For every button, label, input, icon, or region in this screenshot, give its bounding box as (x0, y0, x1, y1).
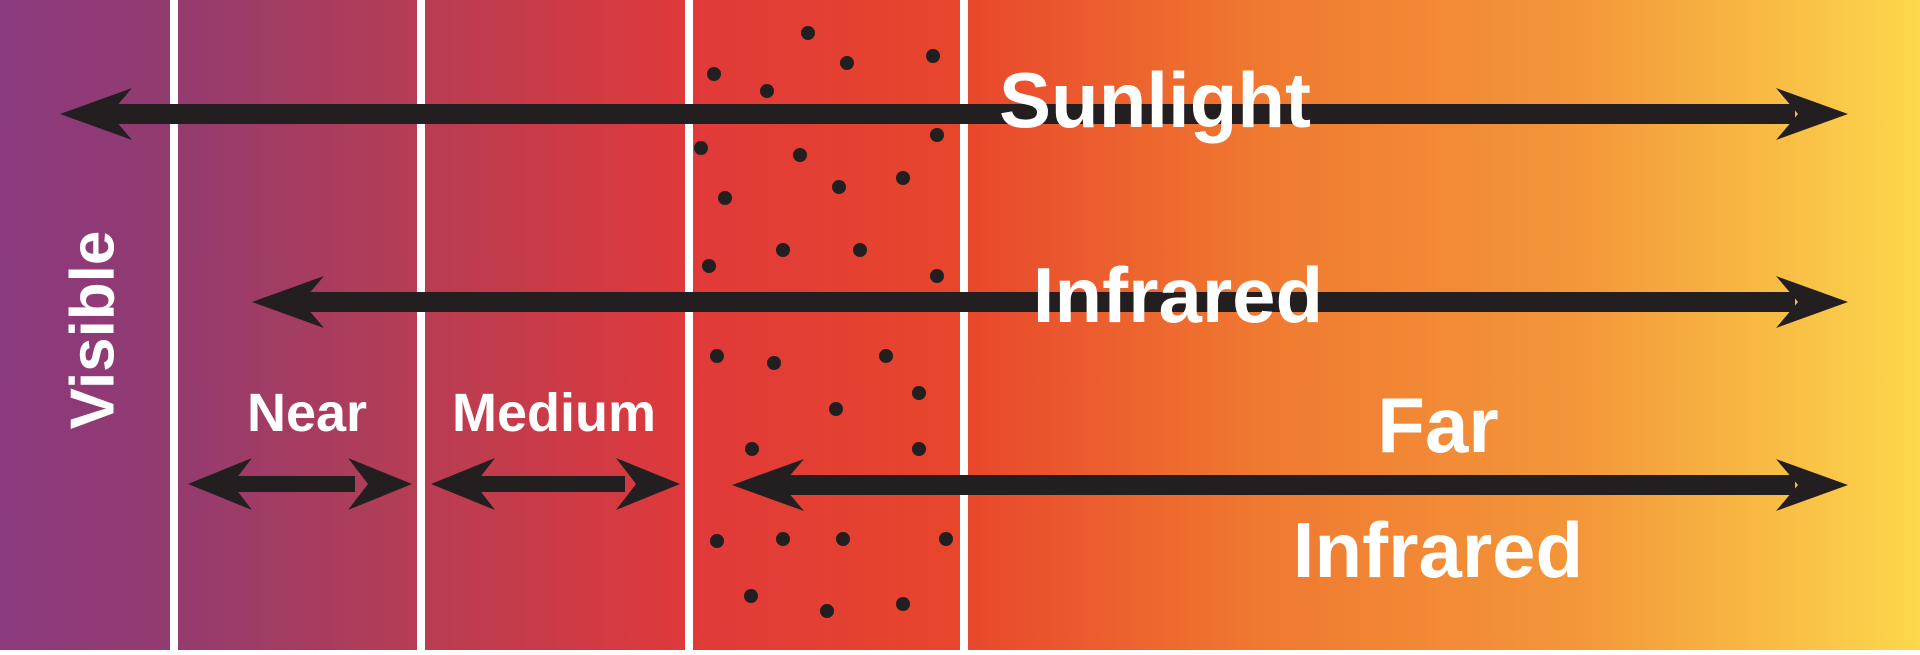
band-dividers (170, 0, 968, 650)
dot (702, 259, 716, 273)
divider-absorption-far (960, 0, 968, 650)
dot (840, 56, 854, 70)
dot (930, 128, 944, 142)
dot (745, 442, 759, 456)
dot (926, 49, 940, 63)
medium-label: Medium (452, 383, 656, 443)
far-infrared-label: Infrared (1293, 506, 1583, 594)
infrared-label: Infrared (1033, 251, 1323, 339)
band-labels: Visible Sunlight Infrared Near Medium Fa… (58, 56, 1583, 594)
dot (718, 191, 732, 205)
dot (832, 180, 846, 194)
dot (710, 349, 724, 363)
dot (776, 243, 790, 257)
dot (767, 356, 781, 370)
divider-near-medium (417, 0, 425, 650)
sunlight-arrow (60, 88, 1848, 140)
dot (744, 589, 758, 603)
far-label: Far (1377, 381, 1498, 469)
divider-visible-near (170, 0, 178, 650)
dot (853, 243, 867, 257)
dot (820, 604, 834, 618)
near-label: Near (247, 383, 367, 443)
absorption-dots (694, 26, 953, 618)
dot (760, 84, 774, 98)
dot (939, 532, 953, 546)
divider-medium-absorption (685, 0, 693, 650)
dot (776, 532, 790, 546)
dot (896, 597, 910, 611)
dot (912, 442, 926, 456)
visible-label: Visible (58, 231, 127, 430)
near-arrow (188, 458, 412, 510)
sunlight-label: Sunlight (999, 56, 1311, 144)
dot (836, 532, 850, 546)
medium-arrow (431, 458, 680, 510)
dot (912, 386, 926, 400)
range-arrows (60, 88, 1848, 511)
dot (879, 349, 893, 363)
far-infrared-arrow (732, 459, 1848, 511)
dot (829, 402, 843, 416)
dot (707, 67, 721, 81)
dot (801, 26, 815, 40)
dot (930, 269, 944, 283)
dot (694, 141, 708, 155)
infrared-arrow (252, 276, 1848, 328)
dot (710, 534, 724, 548)
dot (793, 148, 807, 162)
dot (896, 171, 910, 185)
